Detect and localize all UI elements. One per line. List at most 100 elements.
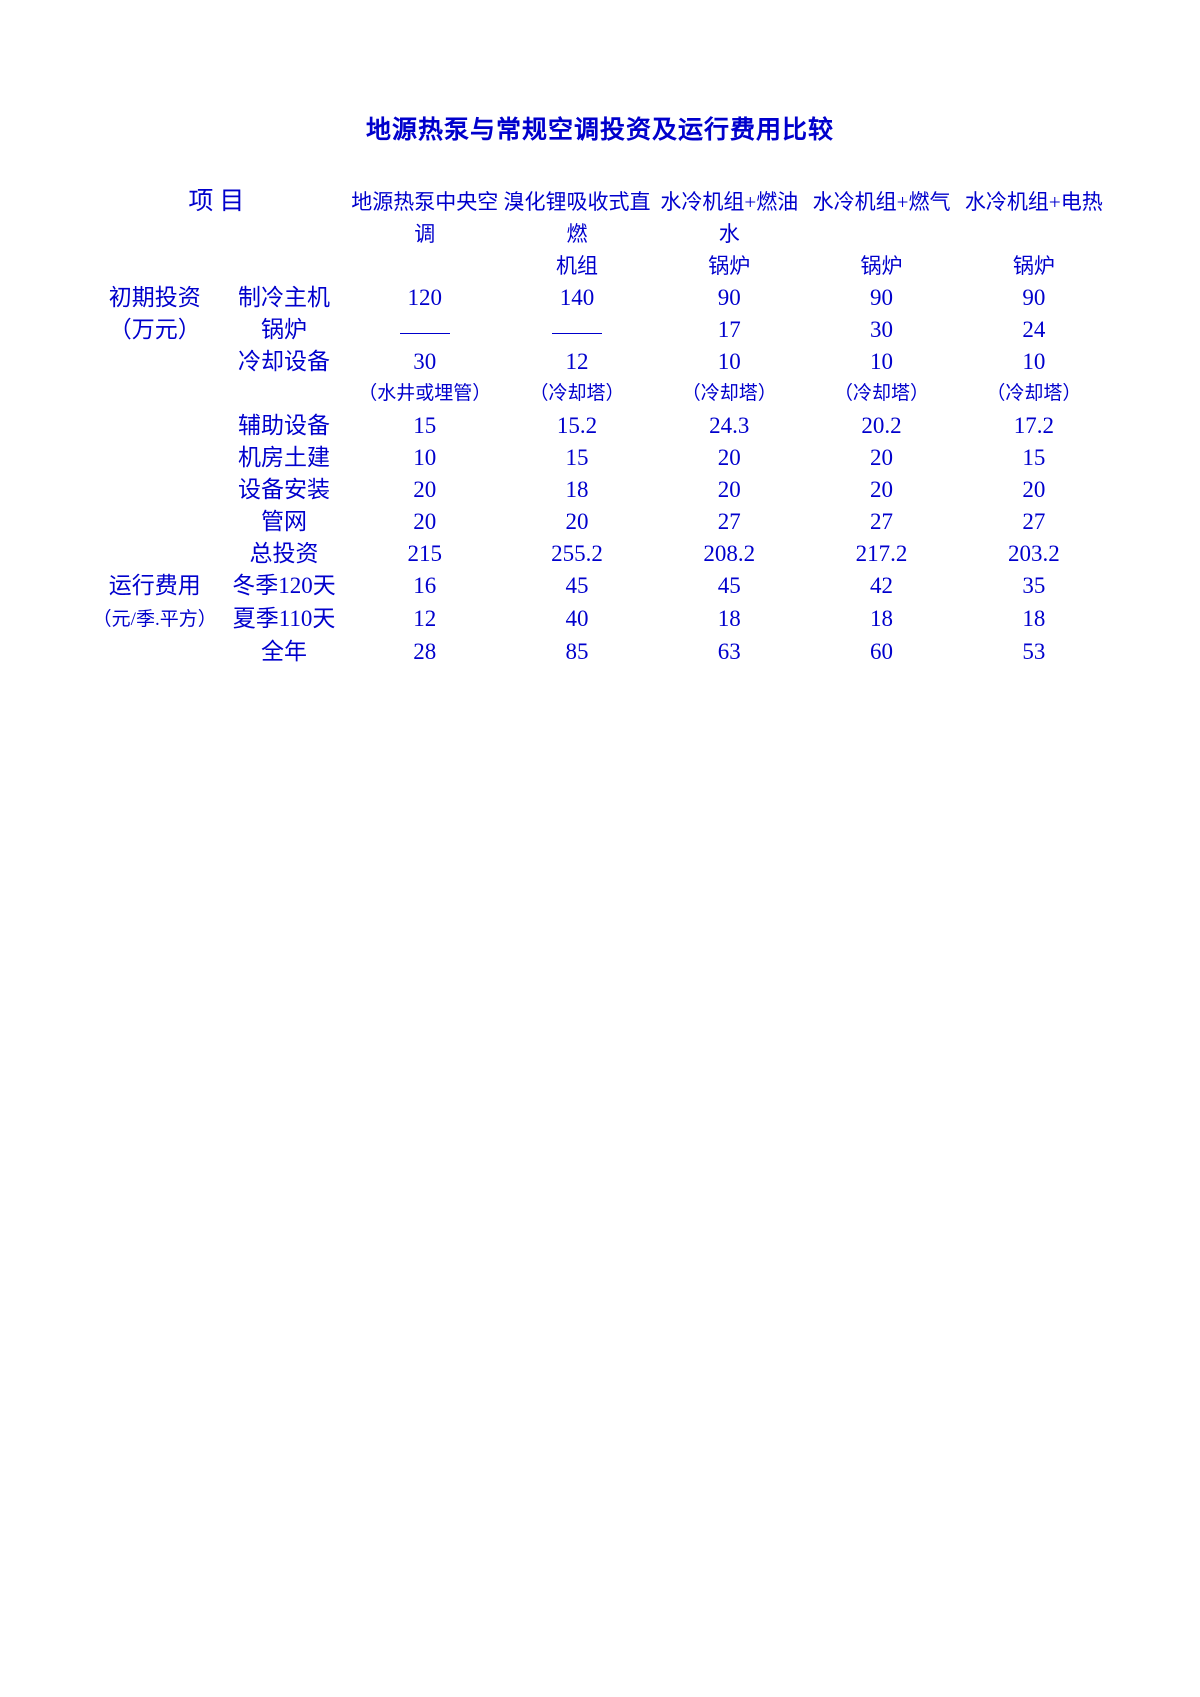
cell: 15 (958, 442, 1110, 474)
comparison-table: 项目 地源热泵中央空调 溴化锂吸收式直燃 水冷机组+燃油水 水冷机组+燃气 水冷… (90, 186, 1110, 668)
header-sys2-0 (349, 250, 501, 282)
cell: 255.2 (501, 538, 653, 570)
operating-label-text: 运行费用 (109, 573, 201, 598)
operating-unit-text: （元/季.平方） (93, 609, 217, 630)
row-label: 辅助设备 (219, 410, 348, 442)
cell: 24 (958, 314, 1110, 346)
row-label: 夏季110天 (219, 603, 348, 636)
empty-cell (90, 346, 219, 570)
table-row: 总投资 215 255.2 208.2 217.2 203.2 (90, 538, 1110, 570)
cell: 60 (805, 636, 957, 668)
header-sys2-2: 锅炉 (653, 250, 805, 282)
cell: 20 (349, 474, 501, 506)
cell (501, 314, 653, 346)
table-row: 辅助设备 15 15.2 24.3 20.2 17.2 (90, 410, 1110, 442)
investment-label-text: 初期投资 (109, 285, 201, 310)
row-label: 机房土建 (219, 442, 348, 474)
header-empty (90, 250, 349, 282)
row-label: 冷却设备 (219, 346, 348, 378)
cell-note: （水井或埋管） (349, 378, 501, 410)
cell: 15 (501, 442, 653, 474)
page-title: 地源热泵与常规空调投资及运行费用比较 (90, 110, 1110, 146)
cell: 53 (958, 636, 1110, 668)
cell: 15.2 (501, 410, 653, 442)
cell: 30 (349, 346, 501, 378)
cell: 40 (501, 603, 653, 636)
header-project: 项目 (90, 186, 349, 250)
table-row: 设备安装 20 18 20 20 20 (90, 474, 1110, 506)
header-sys-1: 溴化锂吸收式直燃 (501, 186, 653, 250)
section-investment-label: 初期投资 （万元） (90, 282, 219, 346)
table-row: 全年 28 85 63 60 53 (90, 636, 1110, 668)
table-row: 冷却设备 30 12 10 10 10 (90, 346, 1110, 378)
cell: 35 (958, 570, 1110, 603)
row-label: 冬季120天 (219, 570, 348, 603)
cell: 20 (501, 506, 653, 538)
document-container: 地源热泵与常规空调投资及运行费用比较 项目 地源热泵中央空调 溴化锂吸收式直燃 … (0, 0, 1200, 668)
cell: 203.2 (958, 538, 1110, 570)
cell: 27 (805, 506, 957, 538)
header-row-2: 机组 锅炉 锅炉 锅炉 (90, 250, 1110, 282)
table-row: 管网 20 20 27 27 27 (90, 506, 1110, 538)
cell: 10 (653, 346, 805, 378)
row-label: 总投资 (219, 538, 348, 570)
dash-icon (552, 333, 602, 334)
cell: 18 (501, 474, 653, 506)
dash-icon (400, 333, 450, 334)
cell: 24.3 (653, 410, 805, 442)
table-row: 夏季110天 12 40 18 18 18 (90, 603, 1110, 636)
table-row: 初期投资 （万元） 制冷主机 120 140 90 90 90 (90, 282, 1110, 314)
cell: 18 (958, 603, 1110, 636)
cell-note: （冷却塔） (805, 378, 957, 410)
section-operating-label: 运行费用 （元/季.平方） (90, 570, 219, 636)
cell: 140 (501, 282, 653, 314)
cell: 217.2 (805, 538, 957, 570)
cell: 17.2 (958, 410, 1110, 442)
header-sys2-1: 机组 (501, 250, 653, 282)
table-row: 机房土建 10 15 20 20 15 (90, 442, 1110, 474)
cell: 90 (805, 282, 957, 314)
header-sys-2: 水冷机组+燃油水 (653, 186, 805, 250)
header-sys-4: 水冷机组+电热 (958, 186, 1110, 250)
empty-label (219, 378, 348, 410)
cell: 15 (349, 410, 501, 442)
cell: 18 (653, 603, 805, 636)
cell: 45 (501, 570, 653, 603)
cell (349, 314, 501, 346)
cell: 18 (805, 603, 957, 636)
cell: 20 (349, 506, 501, 538)
table-row: 锅炉 17 30 24 (90, 314, 1110, 346)
cell: 27 (653, 506, 805, 538)
cell-note: （冷却塔） (653, 378, 805, 410)
row-label: 设备安装 (219, 474, 348, 506)
cell: 20 (653, 474, 805, 506)
cell-note: （冷却塔） (958, 378, 1110, 410)
row-label: 全年 (219, 636, 348, 668)
cell: 16 (349, 570, 501, 603)
cell: 85 (501, 636, 653, 668)
table-row-note: （水井或埋管） （冷却塔） （冷却塔） （冷却塔） （冷却塔） (90, 378, 1110, 410)
cell: 30 (805, 314, 957, 346)
cell: 90 (653, 282, 805, 314)
investment-unit-text: （万元） (109, 317, 201, 342)
empty-cell (90, 636, 219, 668)
cell: 90 (958, 282, 1110, 314)
header-sys-3: 水冷机组+燃气 (805, 186, 957, 250)
header-sys2-3: 锅炉 (805, 250, 957, 282)
cell: 17 (653, 314, 805, 346)
cell: 208.2 (653, 538, 805, 570)
cell: 28 (349, 636, 501, 668)
cell: 45 (653, 570, 805, 603)
cell: 20.2 (805, 410, 957, 442)
cell: 42 (805, 570, 957, 603)
cell: 20 (653, 442, 805, 474)
cell-note: （冷却塔） (501, 378, 653, 410)
table-row: 运行费用 （元/季.平方） 冬季120天 16 45 45 42 35 (90, 570, 1110, 603)
cell: 20 (805, 442, 957, 474)
cell: 10 (349, 442, 501, 474)
header-sys-0: 地源热泵中央空调 (349, 186, 501, 250)
header-sys2-4: 锅炉 (958, 250, 1110, 282)
cell: 215 (349, 538, 501, 570)
cell: 120 (349, 282, 501, 314)
cell: 12 (501, 346, 653, 378)
